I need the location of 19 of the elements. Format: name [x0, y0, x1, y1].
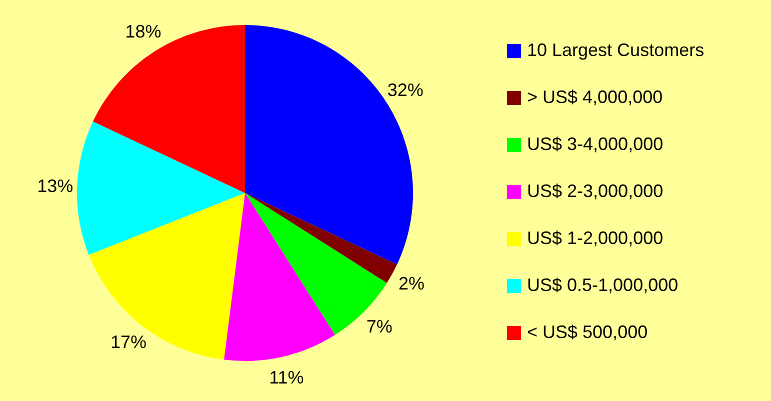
pie-slice — [224, 193, 336, 361]
legend-label: < US$ 500,000 — [527, 322, 648, 342]
legend-label: US$ 3-4,000,000 — [527, 134, 664, 154]
data-label: 32% — [387, 80, 424, 100]
data-label: 11% — [269, 367, 304, 388]
data-label: 18% — [125, 22, 162, 42]
pie-slice — [245, 193, 398, 284]
legend-label: 10 Largest Customers — [527, 40, 704, 60]
pie-slice — [88, 193, 245, 360]
pie-slice — [92, 25, 245, 193]
legend-label: US$ 2-3,000,000 — [527, 181, 664, 201]
data-label: 7% — [366, 316, 392, 336]
legend-label: US$ 1-2,000,000 — [527, 228, 664, 248]
legend-label: > US$ 4,000,000 — [527, 87, 663, 107]
data-label: 13% — [37, 176, 74, 196]
data-label: 17% — [110, 332, 147, 352]
data-label: 2% — [398, 274, 425, 294]
legend-label: US$ 0.5-1,000,000 — [527, 275, 678, 295]
pie-slice — [77, 121, 245, 255]
